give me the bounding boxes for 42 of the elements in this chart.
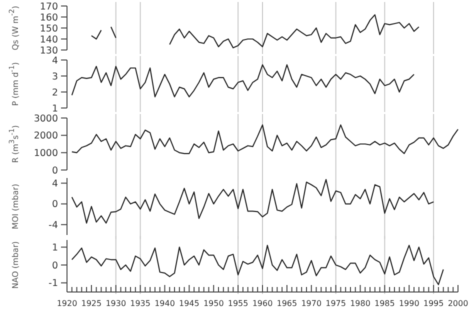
- y-axis-title: NAO (mbar): [11, 241, 20, 289]
- x-tick-label: 1940: [154, 299, 175, 308]
- line-series: [71, 244, 444, 286]
- y-tick-label: 0: [52, 260, 58, 272]
- x-tick-label: 1950: [203, 299, 224, 308]
- line-series: [71, 179, 434, 224]
- x-tick-label: 1945: [179, 299, 200, 308]
- x-tick-label: 2000: [448, 299, 468, 308]
- line-series: [71, 64, 415, 98]
- y-tick-label: 2000: [34, 130, 58, 142]
- y-tick-label: 0: [52, 165, 58, 176]
- x-tick-label: 1975: [326, 299, 346, 308]
- y-tick-label: 1: [52, 103, 58, 114]
- x-tick-label: 1985: [374, 299, 395, 308]
- x-tick-label: 1960: [252, 299, 273, 308]
- y-tick-label: 4: [52, 178, 58, 190]
- y-tick-label: 2: [52, 87, 58, 98]
- y-tick-label: -1: [48, 278, 58, 290]
- y-tick-label: 170: [40, 1, 58, 12]
- y-tick-label: 3000: [34, 113, 58, 124]
- x-tick-label: 1935: [130, 299, 150, 308]
- x-tick-label: 1965: [276, 299, 298, 308]
- y-tick-label: -4: [48, 220, 58, 231]
- y-tick-label: 150: [40, 23, 58, 34]
- x-tick-label: 1930: [106, 299, 126, 308]
- y-axis-title: MOI (mbar): [11, 184, 20, 230]
- y-tick-label: 160: [40, 12, 58, 24]
- y-tick-label: 140: [40, 34, 58, 46]
- x-tick-label: 1920: [56, 299, 78, 308]
- y-tick-label: 1: [52, 242, 58, 254]
- y-tick-label: 130: [40, 45, 58, 56]
- line-series: [71, 124, 459, 154]
- x-tick-label: 1925: [81, 299, 102, 308]
- x-tick-label: 1995: [423, 299, 444, 308]
- x-tick-label: 1955: [228, 299, 248, 308]
- y-tick-label: 3: [52, 71, 58, 82]
- y-tick-label: 0: [52, 199, 58, 210]
- x-tick-label: 1980: [350, 299, 370, 308]
- y-tick-label: 1000: [34, 148, 58, 159]
- y-tick-label: 4: [52, 55, 58, 66]
- x-tick-label: 1990: [398, 299, 420, 308]
- x-tick-label: 1970: [301, 299, 322, 308]
